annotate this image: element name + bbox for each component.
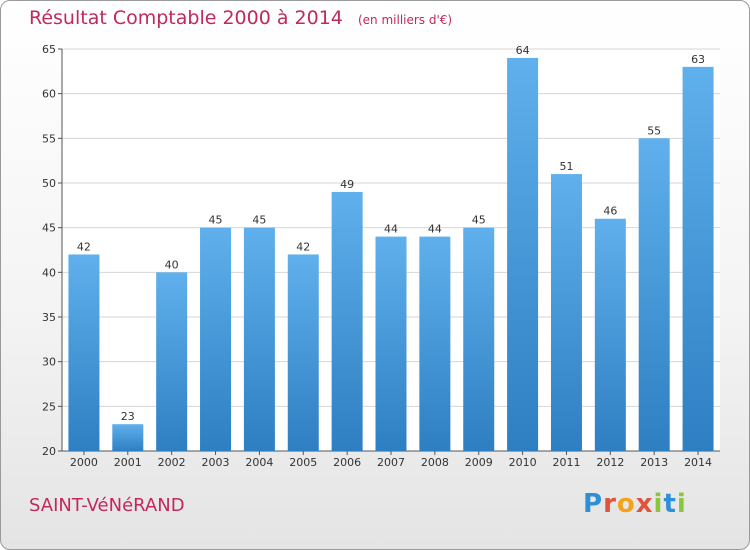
chart-title: Résultat Comptable 2000 à 2014 <box>29 7 343 29</box>
bar <box>243 227 275 451</box>
y-tick-label: 50 <box>42 177 56 190</box>
x-tick-label: 2006 <box>333 456 361 469</box>
title-block: Résultat Comptable 2000 à 2014 (en milli… <box>29 7 452 29</box>
x-tick-label: 2000 <box>70 456 98 469</box>
data-label: 42 <box>77 240 91 253</box>
commune-name: SAINT-VéNéRAND <box>29 495 185 516</box>
data-label: 51 <box>559 160 573 173</box>
y-tick-label: 25 <box>42 400 56 413</box>
bar <box>200 227 232 451</box>
x-tick-label: 2010 <box>509 456 537 469</box>
bar <box>507 57 539 451</box>
y-tick-label: 45 <box>42 222 56 235</box>
logo-letter: r <box>603 489 617 519</box>
x-tick-label: 2008 <box>421 456 449 469</box>
x-tick-label: 2013 <box>640 456 668 469</box>
x-tick-label: 2014 <box>684 456 712 469</box>
data-label: 23 <box>121 410 135 423</box>
x-tick-label: 2011 <box>552 456 580 469</box>
bar <box>112 424 144 451</box>
bar <box>463 227 495 451</box>
logo-letter: o <box>616 489 636 519</box>
y-tick-label: 20 <box>42 445 56 458</box>
bar <box>156 272 188 451</box>
data-label: 46 <box>603 205 617 218</box>
x-tick-label: 2003 <box>202 456 230 469</box>
data-label: 63 <box>691 53 705 66</box>
bar <box>419 236 451 451</box>
bar <box>375 236 407 451</box>
data-label: 45 <box>252 214 266 227</box>
data-label: 44 <box>428 223 442 236</box>
x-tick-label: 2001 <box>114 456 142 469</box>
data-label: 40 <box>165 258 179 271</box>
y-tick-label: 55 <box>42 132 56 145</box>
data-label: 42 <box>296 240 310 253</box>
x-tick-label: 2007 <box>377 456 405 469</box>
y-tick-label: 30 <box>42 356 56 369</box>
x-tick-label: 2002 <box>158 456 186 469</box>
bar <box>331 191 363 451</box>
data-label: 55 <box>647 124 661 137</box>
data-label: 49 <box>340 178 354 191</box>
bar <box>594 218 626 451</box>
y-tick-label: 35 <box>42 311 56 324</box>
bar <box>638 138 670 452</box>
y-tick-label: 65 <box>42 43 56 56</box>
x-tick-label: 2009 <box>465 456 493 469</box>
plot-area: 20 25 30 35 40 45 50 55 60 65 42 2000 23 2001 40 2002 45… <box>42 43 720 469</box>
chart-subtitle: (en milliers d'€) <box>357 13 453 27</box>
proxiti-logo: Proxiti <box>583 489 687 519</box>
bar <box>550 174 582 452</box>
logo-letter: i <box>676 489 687 519</box>
data-label: 64 <box>516 44 530 57</box>
bar <box>68 254 100 451</box>
logo-letter: P <box>583 489 604 519</box>
y-tick-label: 40 <box>42 266 56 279</box>
data-label: 45 <box>472 214 486 227</box>
x-tick-label: 2005 <box>289 456 317 469</box>
bar <box>682 66 714 451</box>
data-label: 45 <box>209 214 223 227</box>
logo-letter: x <box>635 489 654 519</box>
logo-letter: t <box>663 489 677 519</box>
data-label: 44 <box>384 223 398 236</box>
y-tick-label: 60 <box>42 88 56 101</box>
logo-letter: i <box>653 489 664 519</box>
x-tick-label: 2004 <box>245 456 273 469</box>
x-tick-label: 2012 <box>596 456 624 469</box>
bar <box>287 254 319 451</box>
